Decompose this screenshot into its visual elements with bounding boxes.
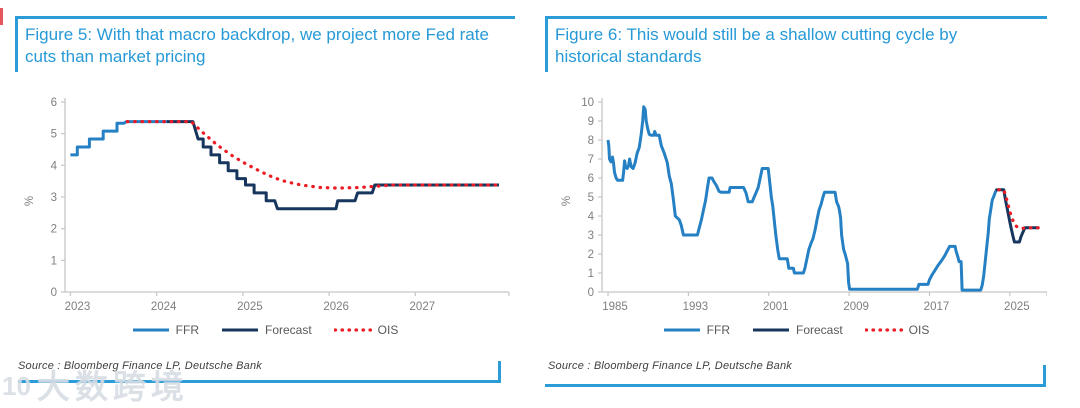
legend-swatch-ois bbox=[333, 328, 372, 332]
figure6-source: Source : Bloomberg Finance LP, Deutsche … bbox=[548, 360, 793, 372]
svg-text:4: 4 bbox=[588, 211, 595, 223]
svg-text:1985: 1985 bbox=[602, 301, 628, 313]
figure6-line-chart: 0 1 2 3 4 5 6 7 8 9 10 1985 1993 2001 2009 2017 2025% bbox=[561, 97, 1047, 313]
legend-swatch-ois bbox=[864, 328, 903, 332]
svg-text:6: 6 bbox=[51, 97, 57, 109]
svg-text:6: 6 bbox=[588, 173, 594, 185]
svg-text:2026: 2026 bbox=[323, 301, 349, 313]
svg-text:3: 3 bbox=[51, 192, 57, 204]
figure6-bottom-rule bbox=[545, 365, 1046, 387]
legend-swatch-forecast bbox=[752, 328, 789, 332]
legend-item-ois: OIS bbox=[864, 323, 930, 337]
svg-text:%: % bbox=[24, 196, 36, 206]
svg-text:3: 3 bbox=[588, 230, 594, 242]
legend-item-ois: OIS bbox=[333, 323, 399, 337]
figure5-source: Source : Bloomberg Finance LP, Deutsche … bbox=[18, 360, 263, 372]
legend-label-ffr: FFR bbox=[175, 323, 199, 337]
legend-swatch-ffr bbox=[663, 328, 700, 332]
svg-text:1: 1 bbox=[588, 268, 594, 280]
svg-text:2001: 2001 bbox=[763, 301, 789, 313]
svg-text:5: 5 bbox=[51, 129, 57, 141]
svg-text:2017: 2017 bbox=[924, 301, 950, 313]
legend-label-forecast: Forecast bbox=[264, 323, 312, 337]
figure6-title-block: Figure 6: This would still be a shallow … bbox=[545, 16, 1047, 72]
svg-text:2027: 2027 bbox=[410, 301, 436, 313]
svg-text:9: 9 bbox=[588, 116, 594, 128]
figure6-title: Figure 6: This would still be a shallow … bbox=[555, 25, 958, 66]
svg-text:2024: 2024 bbox=[151, 301, 177, 313]
figure6-panel: Figure 6: This would still be a shallow … bbox=[545, 16, 1047, 396]
svg-text:0: 0 bbox=[588, 287, 594, 299]
svg-text:1993: 1993 bbox=[683, 301, 709, 313]
svg-text:1: 1 bbox=[51, 255, 57, 267]
legend-item-ffr: FFR bbox=[663, 323, 730, 337]
legend-item-ffr: FFR bbox=[132, 323, 199, 337]
figure5-panel: Figure 5: With that macro backdrop, we p… bbox=[15, 16, 515, 396]
legend-swatch-forecast bbox=[221, 328, 258, 332]
svg-text:10: 10 bbox=[581, 97, 594, 109]
figure5-line-chart: 0 1 2 3 4 5 6 2023 2024 2025 2026 2027% bbox=[24, 97, 510, 313]
svg-text:2: 2 bbox=[51, 224, 57, 236]
svg-text:2023: 2023 bbox=[65, 301, 91, 313]
legend-label-ffr: FFR bbox=[706, 323, 730, 337]
svg-text:7: 7 bbox=[588, 154, 594, 166]
svg-text:0: 0 bbox=[51, 287, 57, 299]
legend-item-forecast: Forecast bbox=[221, 323, 312, 337]
figure5-title-block: Figure 5: With that macro backdrop, we p… bbox=[15, 16, 515, 72]
figure6-legend: FFR Forecast OIS bbox=[545, 323, 1047, 337]
svg-text:4: 4 bbox=[51, 160, 58, 172]
figure5-title: Figure 5: With that macro backdrop, we p… bbox=[25, 25, 489, 66]
legend-swatch-ffr bbox=[132, 328, 169, 332]
svg-text:2025: 2025 bbox=[237, 301, 263, 313]
svg-text:2: 2 bbox=[588, 249, 594, 261]
svg-text:%: % bbox=[561, 196, 573, 206]
legend-label-forecast: Forecast bbox=[795, 323, 843, 337]
legend-item-forecast: Forecast bbox=[752, 323, 843, 337]
cropped-red-mark bbox=[0, 8, 3, 25]
figure5-legend: FFR Forecast OIS bbox=[15, 323, 515, 337]
legend-label-ois: OIS bbox=[908, 323, 930, 337]
svg-text:8: 8 bbox=[588, 135, 594, 147]
svg-text:2009: 2009 bbox=[843, 301, 869, 313]
svg-text:2025: 2025 bbox=[1004, 301, 1030, 313]
figure5-bottom-rule bbox=[18, 361, 501, 383]
legend-label-ois: OIS bbox=[377, 323, 399, 337]
svg-text:5: 5 bbox=[588, 192, 594, 204]
